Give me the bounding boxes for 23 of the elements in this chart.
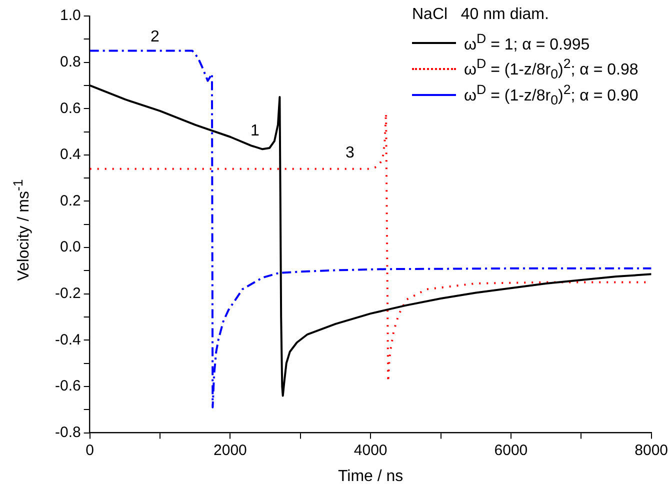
y-tick-label: -0.8: [54, 424, 81, 441]
x-tick-label: 8000: [634, 442, 668, 459]
legend-label: ω$^{D}$ = (1-z/8r$_{0}$)$^{2}$; α = 0.90: [464, 82, 638, 108]
y-tick-label: -0.6: [54, 378, 81, 395]
x-axis-title: Time / ns: [338, 468, 404, 485]
y-tick-label: -0.4: [54, 331, 81, 348]
x-tick-label: 6000: [494, 442, 528, 459]
x-tick-label: 4000: [354, 442, 388, 459]
y-tick-label: -0.2: [54, 285, 81, 302]
y-tick-label: 0.4: [60, 146, 81, 164]
annotation: 3: [346, 144, 355, 162]
legend-label: ω$^{D}$ = (1-z/8r$_{0}$)$^{2}$; α = 0.98: [464, 56, 638, 82]
y-tick-label: 0.8: [60, 53, 81, 70]
y-tick-label: 0.6: [60, 100, 81, 117]
legend-title: NaCl 40 nm diam.: [412, 6, 550, 25]
annotation: 1: [250, 122, 260, 140]
y-tick-label: 0.0: [60, 238, 81, 256]
x-tick-label: 2000: [214, 442, 247, 459]
annotation: 2: [150, 28, 160, 46]
x-tick-label: 0: [86, 442, 94, 459]
y-tick-label: 1.0: [60, 7, 81, 24]
y-tick-label: 0.2: [60, 192, 81, 210]
legend-label: ω$^{D}$ = 1; α = 0.995: [464, 31, 590, 55]
